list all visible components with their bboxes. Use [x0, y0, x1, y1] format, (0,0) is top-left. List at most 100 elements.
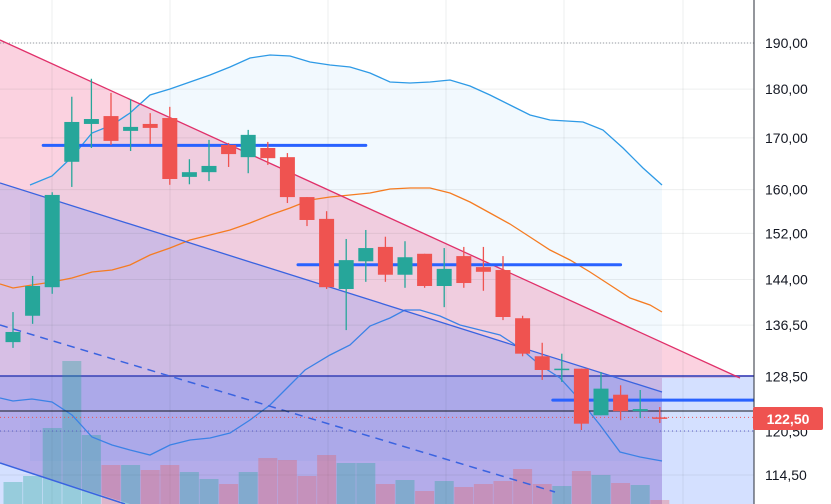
candle-up: [632, 389, 648, 419]
candle-body: [573, 368, 589, 424]
candle-up: [44, 192, 60, 294]
last-price-tag-background: [753, 407, 823, 430]
candle-down: [377, 236, 393, 282]
candle-body: [162, 118, 178, 179]
candle-up: [5, 312, 21, 348]
y-tick-label: 114,50: [765, 467, 807, 483]
candle-body: [358, 248, 374, 262]
candle-body: [103, 116, 119, 141]
candles: [5, 78, 668, 431]
candle-body: [417, 253, 433, 287]
grid-lines: [0, 0, 754, 504]
channel-line-lower: [0, 462, 126, 504]
y-tick-label: 144,00: [765, 271, 808, 287]
candle-body: [495, 270, 511, 318]
candle-down: [613, 385, 629, 421]
candle-body: [613, 394, 629, 412]
volume-bar: [611, 483, 631, 504]
candle-body: [397, 257, 413, 275]
bollinger-upper-line: [29, 54, 663, 186]
candle-body: [44, 194, 60, 288]
last-price-label: 122,50: [767, 411, 810, 427]
candle-body: [554, 368, 570, 371]
candle-down: [417, 253, 433, 288]
volume-bar: [160, 465, 180, 504]
candle-up: [83, 78, 99, 148]
volume-bar: [238, 472, 258, 504]
volume-bars: [3, 361, 670, 504]
candle-down: [299, 197, 315, 227]
candle-up: [554, 353, 570, 382]
candle-body: [652, 417, 668, 419]
volume-bar: [473, 484, 493, 504]
volume-bar: [415, 491, 435, 504]
candle-down: [475, 246, 491, 291]
volume-bar: [277, 460, 297, 504]
blue-zone: [0, 376, 754, 504]
pink-channel-fill: [0, 40, 740, 504]
y-tick-label: 180,00: [765, 81, 808, 97]
volume-bar: [81, 435, 101, 504]
trend-line-upper: [0, 39, 741, 379]
candle-body: [456, 256, 472, 284]
candle-body: [534, 356, 550, 370]
candle-down: [162, 106, 178, 185]
candle-body: [123, 126, 139, 131]
candle-up: [201, 139, 217, 182]
candle-down: [573, 368, 589, 431]
candle-up: [123, 99, 139, 152]
volume-bar: [513, 469, 533, 504]
candle-up: [358, 229, 374, 282]
volume-bar: [630, 485, 650, 504]
candle-body: [201, 165, 217, 173]
volume-bar: [140, 470, 160, 504]
candle-up: [397, 241, 413, 288]
volume-bar: [395, 480, 415, 504]
blue-channel-fill: [0, 183, 662, 504]
volume-bar: [532, 484, 552, 504]
candle-down: [260, 141, 276, 165]
bollinger-middle-line: [0, 187, 663, 313]
candle-down: [515, 315, 531, 357]
volume-bar: [650, 500, 670, 504]
candle-down: [534, 342, 550, 380]
candle-down: [142, 113, 158, 144]
candle-body: [338, 260, 354, 289]
volume-bar: [356, 463, 376, 504]
candle-down: [652, 407, 668, 423]
candle-up: [436, 248, 452, 308]
candle-body: [632, 409, 648, 412]
indicator-lines: [0, 39, 756, 504]
y-tick-label: 136,50: [765, 317, 808, 333]
last-price-tag: 122,50: [753, 407, 823, 430]
candle-body: [83, 119, 99, 124]
candle-body: [475, 267, 491, 272]
candle-down: [495, 256, 511, 321]
candle-body: [319, 218, 335, 288]
candle-up: [338, 238, 354, 331]
volume-bar: [591, 475, 611, 504]
volume-bar: [23, 476, 43, 504]
candle-body: [25, 286, 41, 316]
volume-bar: [62, 361, 82, 504]
volume-bar: [375, 484, 395, 504]
y-tick-label: 152,00: [765, 225, 808, 241]
volume-bar: [42, 428, 62, 504]
volume-bar: [434, 481, 454, 504]
volume-bar: [101, 465, 121, 504]
volume-bar: [571, 471, 591, 504]
candle-up: [25, 275, 41, 324]
volume-bar: [179, 472, 199, 504]
candle-up: [64, 96, 80, 187]
channel-line-dashed: [0, 324, 556, 493]
y-tick-label: 190,00: [765, 35, 808, 51]
candle-body: [5, 331, 21, 343]
candle-body: [593, 388, 609, 416]
volume-bar: [493, 481, 513, 504]
volume-bar: [297, 476, 317, 504]
candle-body: [436, 268, 452, 287]
volume-bar: [199, 479, 219, 504]
channel-line-middle: [0, 182, 663, 393]
candle-down: [221, 142, 237, 167]
